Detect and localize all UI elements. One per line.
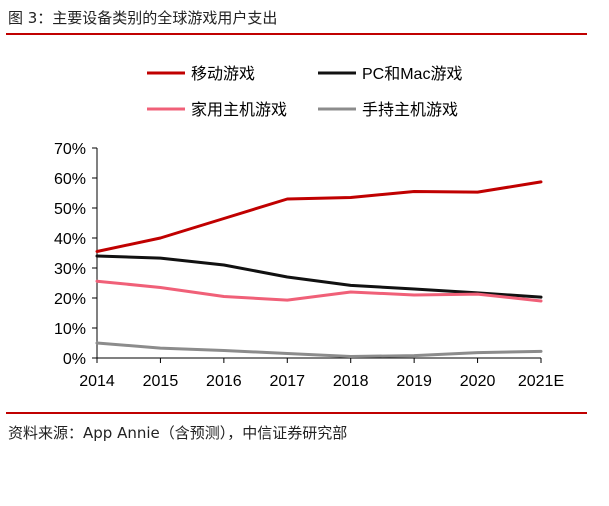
y-tick-label: 30% — [54, 261, 86, 278]
x-tick-label: 2015 — [143, 373, 179, 390]
x-tick-label: 2018 — [333, 373, 369, 390]
y-tick-label: 70% — [54, 141, 86, 158]
x-tick-label: 2014 — [79, 373, 115, 390]
y-tick-label: 20% — [54, 291, 86, 308]
title-divider — [6, 33, 587, 35]
y-tick-label: 10% — [54, 321, 86, 338]
chart-series — [95, 180, 543, 358]
x-tick-label: 2017 — [269, 373, 305, 390]
series-line-2 — [95, 254, 543, 299]
legend-label: PC和Mac游戏 — [362, 65, 462, 83]
legend-label: 家用主机游戏 — [191, 101, 287, 119]
figure-title: 图 3：主要设备类别的全球游戏用户支出 — [8, 9, 278, 27]
x-tick-label: 2019 — [396, 373, 432, 390]
x-tick-label: 2016 — [206, 373, 242, 390]
x-tick-label: 2020 — [460, 373, 496, 390]
x-tick-label: 2021E — [518, 373, 564, 390]
series-line-1 — [95, 180, 543, 253]
y-tick-label: 60% — [54, 171, 86, 188]
chart-axes: 0% 10% 20% 30% 40% 50% 60% 70% 2014 2015 2016 2017 2… — [54, 141, 564, 390]
series-line-3 — [95, 279, 543, 303]
y-tick-label: 40% — [54, 231, 86, 248]
y-tick-label: 50% — [54, 201, 86, 218]
source-divider — [6, 412, 587, 414]
figure-source: 资料来源：App Annie（含预测），中信证券研究部 — [8, 424, 348, 442]
y-tick-label: 0% — [63, 351, 86, 368]
legend-label: 手持主机游戏 — [362, 101, 458, 119]
series-line-4 — [95, 341, 543, 358]
legend-label: 移动游戏 — [191, 65, 255, 83]
